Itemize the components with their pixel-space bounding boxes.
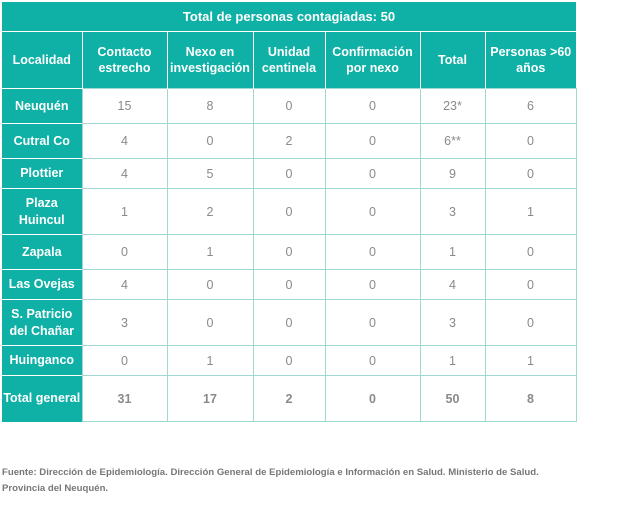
table-row: Zapala 0 1 0 0 1 0: [2, 234, 577, 270]
total-confirmacion-por-nexo-cell: 0: [324, 375, 421, 422]
table-row: Cutral Co 4 0 2 0 6** 0: [2, 123, 577, 159]
nexo-en-investigacion-cell: 1: [166, 345, 254, 376]
header-personas-60: Personas >60 años: [484, 32, 576, 89]
confirmacion-por-nexo-cell: 0: [324, 158, 421, 189]
locality-cell: Zapala: [2, 234, 82, 270]
total-row: Total general 31 17 2 0 50 8: [2, 375, 577, 422]
locality-cell: Las Ovejas: [2, 269, 82, 300]
table-row: Plottier 4 5 0 0 9 0: [2, 158, 577, 189]
personas-60-cell: 0: [484, 123, 577, 159]
total-unidad-centinela-cell: 2: [252, 375, 326, 422]
locality-cell: Plottier: [2, 158, 82, 189]
confirmacion-por-nexo-cell: 0: [324, 188, 421, 235]
contacto-estrecho-cell: 1: [81, 188, 168, 235]
confirmacion-por-nexo-cell: 0: [324, 234, 421, 270]
nexo-en-investigacion-cell: 5: [166, 158, 254, 189]
table-row: Las Ovejas 4 0 0 0 4 0: [2, 269, 577, 300]
locality-cell: Neuquén: [2, 88, 82, 124]
total-cell: 9: [419, 158, 486, 189]
contacto-estrecho-cell: 15: [81, 88, 168, 124]
confirmacion-por-nexo-cell: 0: [324, 269, 421, 300]
personas-60-cell: 6: [484, 88, 577, 124]
contacto-estrecho-cell: 0: [81, 234, 168, 270]
locality-cell: Plaza Huincul: [2, 188, 82, 235]
total-contacto-estrecho-cell: 31: [81, 375, 168, 422]
header-row: Localidad Contacto estrecho Nexo en inve…: [2, 32, 576, 89]
contacto-estrecho-cell: 3: [81, 299, 168, 346]
unidad-centinela-cell: 0: [252, 188, 326, 235]
total-cell: 1: [419, 345, 486, 376]
header-unidad-centinela: Unidad centinela: [252, 32, 325, 89]
table-body: Neuquén 15 8 0 0 23* 6 Cutral Co 4 0 2 0…: [2, 88, 577, 422]
nexo-en-investigacion-cell: 8: [166, 88, 254, 124]
cases-table-container: Total de personas contagiadas: 50 Locali…: [2, 2, 577, 422]
unidad-centinela-cell: 0: [252, 234, 326, 270]
unidad-centinela-cell: 0: [252, 269, 326, 300]
total-nexo-en-investigacion-cell: 17: [166, 375, 254, 422]
locality-cell: Cutral Co: [2, 123, 82, 159]
contacto-estrecho-cell: 4: [81, 269, 168, 300]
locality-cell: S. Patricio del Chañar: [2, 299, 82, 346]
unidad-centinela-cell: 2: [252, 123, 326, 159]
unidad-centinela-cell: 0: [252, 88, 326, 124]
header-confirmacion-por-nexo: Confirmación por nexo: [324, 32, 420, 89]
cases-table: Localidad Contacto estrecho Nexo en inve…: [2, 32, 577, 422]
confirmacion-por-nexo-cell: 0: [324, 299, 421, 346]
nexo-en-investigacion-cell: 0: [166, 299, 254, 346]
unidad-centinela-cell: 0: [252, 345, 326, 376]
total-cell: 6**: [419, 123, 486, 159]
personas-60-cell: 0: [484, 299, 577, 346]
nexo-en-investigacion-cell: 2: [166, 188, 254, 235]
total-cell: 3: [419, 188, 486, 235]
unidad-centinela-cell: 0: [252, 158, 326, 189]
header-localidad: Localidad: [2, 32, 82, 89]
unidad-centinela-cell: 0: [252, 299, 326, 346]
nexo-en-investigacion-cell: 0: [166, 269, 254, 300]
confirmacion-por-nexo-cell: 0: [324, 123, 421, 159]
header-nexo-en-investigacion: Nexo en investigación: [166, 32, 253, 89]
nexo-en-investigacion-cell: 0: [166, 123, 254, 159]
contacto-estrecho-cell: 4: [81, 158, 168, 189]
header-contacto-estrecho: Contacto estrecho: [81, 32, 167, 89]
contacto-estrecho-cell: 4: [81, 123, 168, 159]
personas-60-cell: 0: [484, 158, 577, 189]
total-cell: 1: [419, 234, 486, 270]
personas-60-cell: 0: [484, 269, 577, 300]
personas-60-cell: 0: [484, 234, 577, 270]
total-cell: 3: [419, 299, 486, 346]
total-personas-60-cell: 8: [484, 375, 577, 422]
table-row: Huinganco 0 1 0 0 1 1: [2, 345, 577, 376]
contacto-estrecho-cell: 0: [81, 345, 168, 376]
header-total: Total: [419, 32, 485, 89]
total-cell: 23*: [419, 88, 486, 124]
table-title: Total de personas contagiadas: 50: [2, 2, 576, 32]
personas-60-cell: 1: [484, 188, 577, 235]
total-label-cell: Total general: [2, 375, 82, 422]
locality-cell: Huinganco: [2, 345, 82, 376]
nexo-en-investigacion-cell: 1: [166, 234, 254, 270]
confirmacion-por-nexo-cell: 0: [324, 345, 421, 376]
total-cell: 4: [419, 269, 486, 300]
table-row: Plaza Huincul 1 2 0 0 3 1: [2, 188, 577, 235]
confirmacion-por-nexo-cell: 0: [324, 88, 421, 124]
table-row: S. Patricio del Chañar 3 0 0 0 3 0: [2, 299, 577, 346]
total-total-cell: 50: [419, 375, 486, 422]
personas-60-cell: 1: [484, 345, 577, 376]
source-note: Fuente: Dirección de Epidemiología. Dire…: [2, 467, 539, 494]
table-row: Neuquén 15 8 0 0 23* 6: [2, 88, 577, 124]
